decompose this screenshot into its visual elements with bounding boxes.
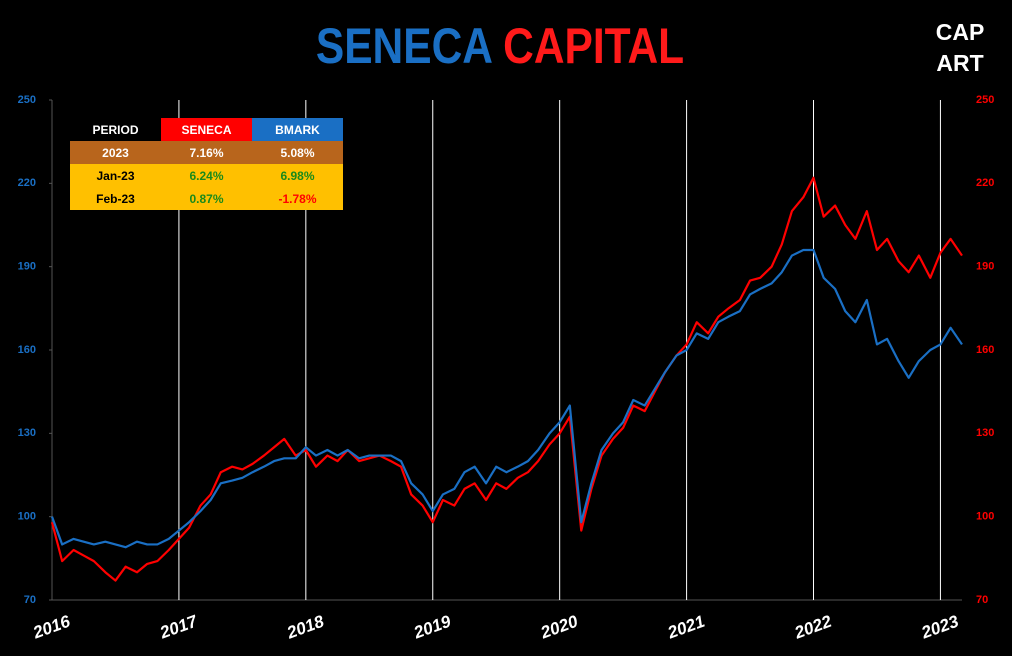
header-cell: SENECA [161, 118, 252, 141]
x-tick-label: 2018 [284, 611, 327, 642]
y-tick-label: 70 [24, 594, 36, 606]
table-cell: 6.24% [189, 168, 224, 183]
header-cell: PERIOD [70, 118, 161, 141]
x-tick-label: 2020 [537, 611, 580, 642]
performance-table: PERIOD SENECA BMARK 2023 7.16% 5.08% Jan… [70, 118, 343, 210]
y2-tick-label: 130 [976, 427, 994, 439]
y-tick-label: 100 [18, 511, 36, 523]
table-cell: Feb-23 [96, 191, 135, 206]
table-cell: 5.08% [280, 145, 315, 160]
x-tick-label: 2021 [664, 612, 707, 643]
y-tick-label: 190 [18, 261, 36, 273]
y2-tick-label: 70 [976, 594, 988, 606]
table-cell: 7.16% [189, 145, 224, 160]
x-tick-label: 2019 [410, 611, 453, 642]
header-cell: BMARK [252, 118, 343, 141]
y2-tick-label: 100 [976, 511, 994, 523]
chart-title: SENECA CAPITAL [316, 18, 684, 74]
x-tick-label: 2022 [791, 611, 834, 642]
x-tick-label: 2017 [157, 611, 201, 643]
y2-tick-label: 190 [976, 261, 994, 273]
table-cell: Jan-23 [96, 168, 135, 183]
logo-text: ART [936, 50, 983, 76]
series-line [50, 176, 963, 582]
table-cell: 2023 [102, 145, 129, 160]
y-tick-label: 130 [18, 427, 36, 439]
y-tick-label: 250 [18, 94, 36, 106]
y2-tick-label: 220 [976, 177, 994, 189]
table-cell: 0.87% [189, 191, 224, 206]
y-tick-label: 160 [18, 344, 36, 356]
table-cell: 6.98% [280, 168, 315, 183]
logo-text: CAP [936, 19, 985, 45]
title-part: SENECA [316, 18, 493, 74]
series-line [50, 248, 963, 549]
y2-tick-label: 160 [976, 344, 994, 356]
x-tick-label: 2016 [30, 611, 73, 642]
title-part: CAPITAL [503, 18, 684, 74]
table-cell: -1.78% [278, 191, 317, 206]
y-tick-label: 220 [18, 177, 36, 189]
x-tick-label: 2023 [918, 611, 961, 642]
y2-tick-label: 250 [976, 94, 994, 106]
